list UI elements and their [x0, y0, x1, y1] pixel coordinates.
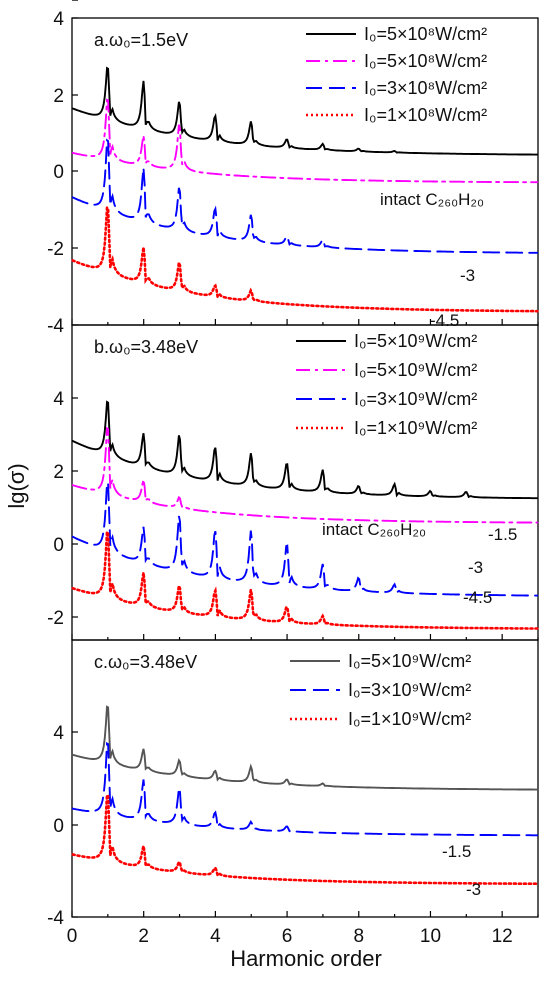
y-tick-label: 0	[53, 162, 64, 183]
x-tick-label: 6	[282, 926, 293, 947]
series-line	[71, 481, 539, 597]
legend-label: I₀=5×10⁸W/cm²	[364, 24, 487, 44]
annotation-text: -3	[468, 558, 483, 577]
annotation-text: -3	[460, 266, 475, 285]
legend-label: I₀=3×10⁹W/cm²	[354, 389, 477, 409]
y-tick-label: 4	[53, 389, 64, 410]
x-tick-label: 10	[420, 926, 441, 947]
annotation-text: intact C₂₆₀H₂₀	[322, 520, 426, 539]
x-axis-title: Harmonic order	[230, 946, 382, 971]
series-line	[71, 205, 539, 313]
y-tick-label: 2	[53, 462, 64, 483]
annotation-text: intact C₂₆₀H₂₀	[380, 190, 484, 209]
series-line	[71, 426, 539, 524]
annotation-text: -4.5	[463, 588, 492, 607]
y-tick-label: -4	[47, 908, 64, 929]
annotation-text: -3	[466, 880, 481, 899]
series-line	[71, 741, 539, 837]
panel-frame	[71, 639, 539, 918]
series-line	[71, 98, 539, 184]
y-tick-label: 4	[53, 723, 64, 744]
panels-layer: 420-2-4-6I₀=5×10⁸W/cm²I₀=5×10⁸W/cm²I₀=3×…	[47, 0, 539, 947]
annotation-text: -4.5	[430, 311, 459, 330]
y-tick-label: 2	[53, 86, 64, 107]
annotation-text: -1.5	[488, 525, 517, 544]
series-line	[71, 529, 539, 630]
legend-label: I₀=5×10⁹W/cm²	[354, 360, 477, 380]
y-tick-label: 4	[53, 9, 64, 30]
panel-1: 4 2 0 -2 -4 I₀=5×10⁹W/cm² I₀=5×10⁹W/cm² I₀=3×10…	[47, 0, 539, 641]
y-tick-label: -2	[47, 608, 64, 629]
y-tick-label: -4	[47, 0, 64, 5]
panel-2: 4 0 -4 I₀=5×10⁹W/cm² I₀=3×10⁹W/cm² I₀=1×10⁹W/…	[47, 639, 539, 929]
legend-label: I₀=3×10⁹W/cm²	[348, 680, 471, 700]
annotation-text: -1.5	[442, 842, 471, 861]
series-line	[71, 400, 539, 500]
series-line	[71, 138, 539, 254]
y-tick-label: -4	[47, 316, 64, 337]
y-axis-title: lg(σ)	[4, 463, 29, 508]
legend-label: I₀=1×10⁸W/cm²	[364, 105, 487, 125]
x-tick-label: 12	[492, 926, 513, 947]
panel-title: a.ω₀=1.5eV	[94, 30, 188, 50]
panel-title: c.ω₀=3.48eV	[94, 652, 197, 672]
panel-0: 420-2-4-6I₀=5×10⁸W/cm²I₀=5×10⁸W/cm²I₀=3×…	[47, 0, 539, 337]
y-tick-label: -6	[47, 0, 64, 5]
legend-label: I₀=1×10⁹W/cm²	[354, 418, 477, 438]
x-tick-label: 4	[210, 926, 221, 947]
panel-title: b.ω₀=3.48eV	[94, 337, 198, 357]
y-tick-label: 0	[53, 816, 64, 837]
x-tick-label: 8	[353, 926, 364, 947]
legend-label: I₀=5×10⁹W/cm²	[354, 331, 477, 351]
legend-label: I₀=5×10⁹W/cm²	[348, 651, 471, 671]
y-tick-label: -2	[47, 239, 64, 260]
legend-label: I₀=1×10⁹W/cm²	[348, 709, 471, 729]
legend-label: I₀=3×10⁸W/cm²	[364, 78, 487, 98]
x-tick-label: 0	[67, 926, 78, 947]
legend-label: I₀=5×10⁸W/cm²	[364, 51, 487, 71]
x-tick-label: 2	[138, 926, 149, 947]
y-tick-label: 0	[53, 535, 64, 556]
series-line	[71, 66, 539, 156]
series-line	[71, 705, 539, 791]
series-line	[71, 792, 539, 886]
